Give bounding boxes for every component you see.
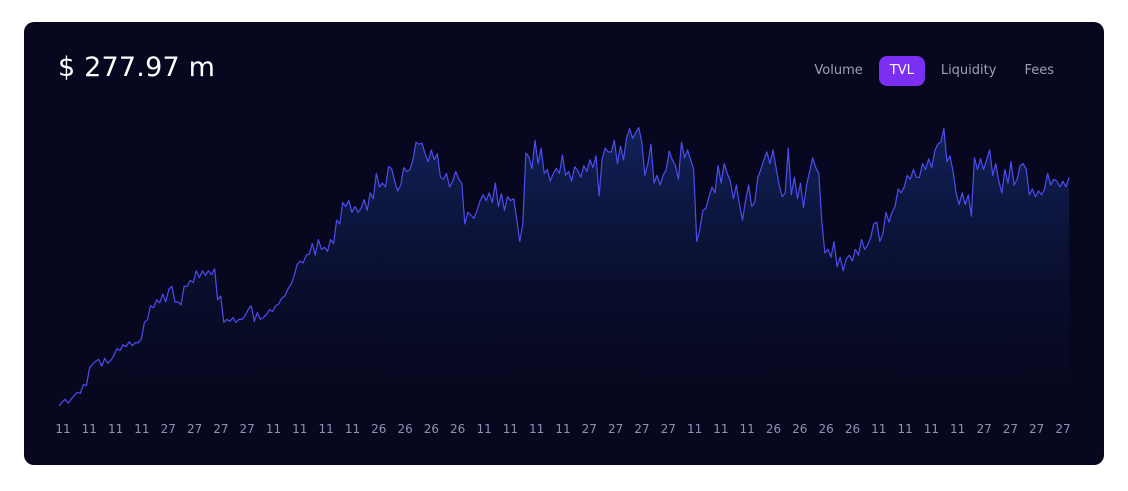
x-tick-label: 11 <box>529 422 544 436</box>
x-tick-label: 11 <box>319 422 334 436</box>
x-tick-label: 27 <box>661 422 676 436</box>
plot-area <box>58 127 1070 408</box>
x-tick-label: 11 <box>82 422 97 436</box>
x-tick-label: 26 <box>819 422 834 436</box>
x-tick-label: 11 <box>292 422 307 436</box>
tab-fees[interactable]: Fees <box>1024 63 1054 78</box>
x-tick-label: 27 <box>582 422 597 436</box>
x-tick-label: 11 <box>713 422 728 436</box>
x-tick-label: 11 <box>950 422 965 436</box>
x-tick-label: 11 <box>108 422 123 436</box>
tab-volume[interactable]: Volume <box>814 63 863 78</box>
x-tick-label: 11 <box>55 422 70 436</box>
tvl-series-line <box>58 127 1070 407</box>
x-tick-label: 27 <box>1055 422 1070 436</box>
chart-card: $ 277.97 m Volume TVL Liquidity Fees 11 1… <box>24 22 1104 465</box>
x-tick-label: 26 <box>845 422 860 436</box>
x-tick-label: 27 <box>1003 422 1018 436</box>
x-tick-label: 11 <box>345 422 360 436</box>
tvl-area-fill <box>59 127 1069 408</box>
tab-liquidity[interactable]: Liquidity <box>940 63 997 78</box>
x-tick-label: 11 <box>687 422 702 436</box>
x-axis-ticks: 11 11 11 11 27 27 27 27 11 11 11 11 26 26 26 26 11 11 11 11… <box>55 422 1070 436</box>
x-tick-label: 26 <box>397 422 412 436</box>
x-tick-label: 11 <box>134 422 149 436</box>
x-tick-label: 26 <box>371 422 386 436</box>
x-tick-label: 26 <box>424 422 439 436</box>
tab-tvl[interactable]: TVL <box>878 56 925 86</box>
x-tick-label: 27 <box>976 422 991 436</box>
x-tick-label: 27 <box>608 422 623 436</box>
x-tick-label: 11 <box>503 422 518 436</box>
x-tick-label: 11 <box>871 422 886 436</box>
x-tick-label: 27 <box>187 422 202 436</box>
x-tick-label: 26 <box>450 422 465 436</box>
metric-value: $ 277.97 m <box>58 52 216 83</box>
x-tick-label: 11 <box>555 422 570 436</box>
x-tick-label: 11 <box>924 422 939 436</box>
x-tick-label: 27 <box>634 422 649 436</box>
x-tick-label: 26 <box>792 422 807 436</box>
tvl-area-chart: 11 11 11 11 27 27 27 27 11 11 11 11 26 26 26 26 11 11 11 11… <box>55 127 1071 436</box>
x-tick-label: 11 <box>266 422 281 436</box>
metric-tabs: Volume TVL Liquidity Fees <box>802 56 1066 86</box>
x-tick-label: 11 <box>897 422 912 436</box>
x-tick-label: 27 <box>213 422 228 436</box>
x-tick-label: 27 <box>161 422 176 436</box>
x-tick-label: 27 <box>240 422 255 436</box>
x-tick-label: 26 <box>766 422 781 436</box>
x-tick-label: 11 <box>740 422 755 436</box>
x-tick-label: 11 <box>476 422 491 436</box>
x-tick-label: 27 <box>1029 422 1044 436</box>
